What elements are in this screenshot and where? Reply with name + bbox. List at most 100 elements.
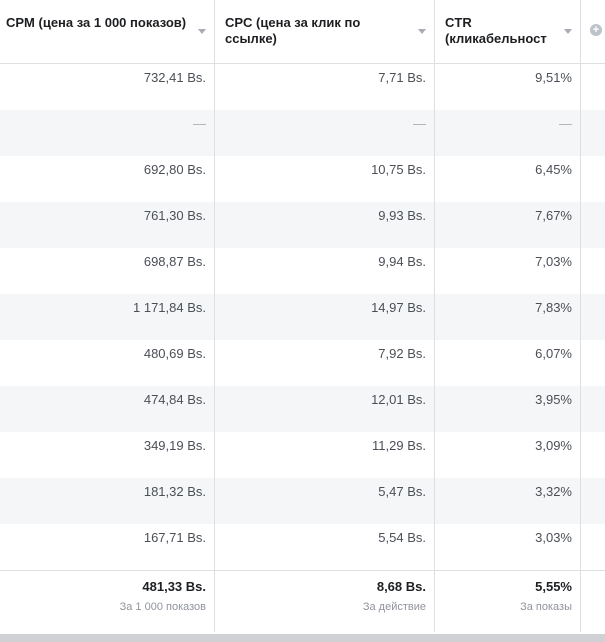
cell-ctr-value: 6,07% (535, 346, 572, 361)
cell-cpc-value: 5,54 Bs. (378, 530, 426, 545)
cell-cpm: 474,84 Bs. (0, 386, 214, 432)
summary-cpc-value: 8,68 Bs. (376, 579, 426, 594)
cell-cpm-value: 761,30 Bs. (143, 208, 206, 223)
cell-cpc: 12,01 Bs. (215, 386, 434, 432)
cell-ctr-value: 3,09% (535, 438, 572, 453)
table-row: 349,19 Bs. 11,29 Bs. 3,09% (0, 432, 605, 478)
cell-cpc-value: 14,97 Bs. (371, 300, 426, 315)
cell-ctr: 3,03% (435, 524, 580, 570)
cell-cpc: 7,92 Bs. (215, 340, 434, 386)
cell-cpm-value: 732,41 Bs. (143, 70, 206, 85)
cell-ctr-value: — (559, 116, 572, 131)
cell-cpc-value: 7,71 Bs. (378, 70, 426, 85)
cell-ctr: 9,51% (435, 64, 580, 110)
cell-cpc: 11,29 Bs. (215, 432, 434, 478)
column-divider[interactable] (434, 0, 435, 632)
cell-cpc: 5,54 Bs. (215, 524, 434, 570)
cell-cpm: 1 171,84 Bs. (0, 294, 214, 340)
cell-cpm: 732,41 Bs. (0, 64, 214, 110)
cell-ctr: 3,09% (435, 432, 580, 478)
table-row: 181,32 Bs. 5,47 Bs. 3,32% (0, 478, 605, 524)
cell-cpc-value: 11,29 Bs. (372, 438, 426, 453)
chevron-down-icon[interactable] (418, 29, 426, 34)
cell-ctr-value: 7,83% (535, 300, 572, 315)
table-row: 1 171,84 Bs. 14,97 Bs. 7,83% (0, 294, 605, 340)
cell-ctr: — (435, 110, 580, 156)
cell-cpm-value: 480,69 Bs. (143, 346, 206, 361)
cell-cpm: 349,19 Bs. (0, 432, 214, 478)
column-divider[interactable] (580, 0, 581, 632)
summary-cpm-value: 481,33 Bs. (142, 579, 206, 594)
table-row: 698,87 Bs. 9,94 Bs. 7,03% (0, 248, 605, 294)
cell-cpc: — (215, 110, 434, 156)
summary-ctr-value: 5,55% (535, 579, 572, 594)
cell-ctr-value: 7,67% (535, 208, 572, 223)
cell-ctr: 3,95% (435, 386, 580, 432)
cell-cpm-value: 698,87 Bs. (143, 254, 206, 269)
summary-cpc-caption: За действие (362, 601, 426, 613)
table-header: CPM (цена за 1 000 показов) CPC (цена за… (0, 0, 605, 64)
table-row: 474,84 Bs. 12,01 Bs. 3,95% (0, 386, 605, 432)
cell-ctr: 7,67% (435, 202, 580, 248)
cell-cpc-value: 7,92 Bs. (378, 346, 426, 361)
cell-cpm: 167,71 Bs. (0, 524, 214, 570)
table-row: 761,30 Bs. 9,93 Bs. 7,67% (0, 202, 605, 248)
cell-ctr: 7,83% (435, 294, 580, 340)
cell-ctr-value: 3,95% (535, 392, 572, 407)
cell-cpc-value: 10,75 Bs. (371, 162, 426, 177)
cell-cpc-value: 9,94 Bs. (378, 254, 426, 269)
column-header-cpm[interactable]: CPM (цена за 1 000 показов) (0, 0, 214, 64)
cell-ctr-value: 3,03% (535, 530, 572, 545)
cell-cpc: 10,75 Bs. (215, 156, 434, 202)
column-header-cpc[interactable]: CPC (цена за клик по ссылке) (215, 0, 434, 64)
chevron-down-icon[interactable] (564, 29, 572, 34)
cell-cpm: 181,32 Bs. (0, 478, 214, 524)
cell-ctr-value: 9,51% (535, 70, 572, 85)
cell-cpm-value: 349,19 Bs. (143, 438, 206, 453)
cell-cpc-value: 12,01 Bs. (371, 392, 426, 407)
cell-ctr-value: 3,32% (535, 484, 572, 499)
cell-cpm-value: — (193, 116, 206, 131)
table-row: 692,80 Bs. 10,75 Bs. 6,45% (0, 156, 605, 202)
chevron-down-icon[interactable] (198, 29, 206, 34)
plus-circle-icon[interactable]: + (590, 24, 602, 36)
cell-cpc: 9,93 Bs. (215, 202, 434, 248)
cell-cpm: 480,69 Bs. (0, 340, 214, 386)
summary-cpm: 481,33 Bs. За 1 000 показов (0, 571, 214, 633)
cell-cpc-value: 9,93 Bs. (378, 208, 426, 223)
cell-cpm: 692,80 Bs. (0, 156, 214, 202)
cell-cpc: 9,94 Bs. (215, 248, 434, 294)
add-column-button[interactable]: + (581, 0, 605, 64)
summary-cpm-caption: За 1 000 показов (119, 601, 206, 613)
cell-ctr: 3,32% (435, 478, 580, 524)
cell-cpc: 14,97 Bs. (215, 294, 434, 340)
column-header-cpm-label: CPM (цена за 1 000 показов) (6, 15, 187, 30)
cell-cpc: 7,71 Bs. (215, 64, 434, 110)
cell-cpm-value: 181,32 Bs. (143, 484, 206, 499)
cell-cpm: — (0, 110, 214, 156)
cell-ctr: 6,45% (435, 156, 580, 202)
cell-ctr: 6,07% (435, 340, 580, 386)
table-row: 732,41 Bs. 7,71 Bs. 9,51% (0, 64, 605, 110)
table-row: 167,71 Bs. 5,54 Bs. 3,03% (0, 524, 605, 570)
column-header-ctr-label: CTR (кликабельност (445, 15, 547, 46)
cell-cpm: 761,30 Bs. (0, 202, 214, 248)
cell-ctr: 7,03% (435, 248, 580, 294)
cell-cpm-value: 474,84 Bs. (143, 392, 206, 407)
cell-ctr-value: 6,45% (535, 162, 572, 177)
summary-cpc: 8,68 Bs. За действие (215, 571, 434, 633)
column-header-cpc-label: CPC (цена за клик по ссылке) (225, 15, 361, 46)
cell-cpm-value: 692,80 Bs. (143, 162, 206, 177)
horizontal-scrollbar[interactable] (0, 634, 605, 642)
column-divider[interactable] (214, 0, 215, 632)
table-row: 480,69 Bs. 7,92 Bs. 6,07% (0, 340, 605, 386)
cell-cpc: 5,47 Bs. (215, 478, 434, 524)
table-row: — — — (0, 110, 605, 156)
cell-cpm: 698,87 Bs. (0, 248, 214, 294)
summary-ctr-caption: За показы (520, 601, 572, 613)
cell-cpc-value: 5,47 Bs. (378, 484, 426, 499)
cell-cpc-value: — (413, 116, 426, 131)
table-summary-row: 481,33 Bs. За 1 000 показов 8,68 Bs. За … (0, 570, 605, 632)
summary-ctr: 5,55% За показы (435, 571, 580, 633)
column-header-ctr[interactable]: CTR (кликабельност (435, 0, 580, 64)
